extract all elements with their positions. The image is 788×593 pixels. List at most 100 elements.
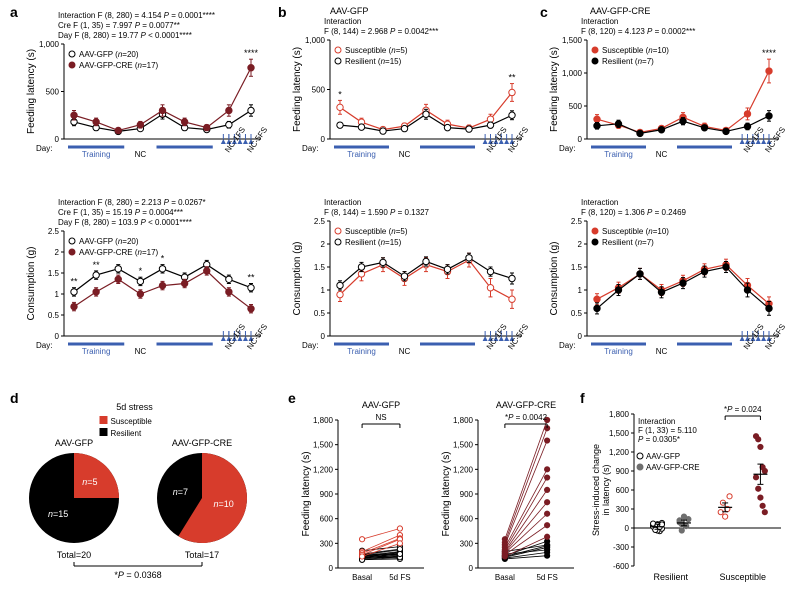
svg-text:*P = 0.0368: *P = 0.0368 <box>114 570 161 580</box>
svg-text:AAV-GFP-CRE (n=17): AAV-GFP-CRE (n=17) <box>79 61 159 70</box>
svg-text:-300: -300 <box>613 543 630 552</box>
svg-text:NC-5FS: NC-5FS <box>763 322 785 351</box>
svg-text:1,000: 1,000 <box>305 36 326 45</box>
svg-text:0.5: 0.5 <box>571 309 583 318</box>
svg-text:*: * <box>139 266 143 276</box>
svg-text:1,500: 1,500 <box>453 441 474 450</box>
svg-text:F (8, 144) = 1.590 P = 0.132: F (8, 144) = 1.590 P = 0.1327 <box>324 208 430 217</box>
svg-text:0: 0 <box>578 135 583 144</box>
svg-text:Susceptible: Susceptible <box>720 572 767 582</box>
panel-e: AAV-GFP03006009001,2001,5001,800Feeding … <box>298 398 578 588</box>
svg-text:2: 2 <box>578 240 583 249</box>
svg-text:AAV-GFP: AAV-GFP <box>362 400 400 410</box>
svg-text:1: 1 <box>578 286 583 295</box>
svg-text:Susceptible (n=5): Susceptible (n=5) <box>345 46 408 55</box>
panel-a-bottom-chart: Interaction F (8, 280) = 2.213 P = 0.026… <box>22 195 267 380</box>
svg-text:Training: Training <box>82 150 111 159</box>
svg-text:Feeding latency (s): Feeding latency (s) <box>26 49 37 134</box>
svg-text:Stress-induced change: Stress-induced change <box>591 444 601 536</box>
svg-text:1,200: 1,200 <box>609 448 630 457</box>
svg-text:1.5: 1.5 <box>314 263 326 272</box>
svg-text:Feeding latency (s): Feeding latency (s) <box>301 451 312 536</box>
svg-text:NC-5FS: NC-5FS <box>245 322 267 351</box>
svg-text:1: 1 <box>55 290 60 299</box>
svg-text:300: 300 <box>616 505 630 514</box>
svg-text:0: 0 <box>55 332 60 341</box>
svg-text:1,800: 1,800 <box>453 416 474 425</box>
svg-text:**: ** <box>508 73 516 83</box>
svg-text:Susceptible (n=10): Susceptible (n=10) <box>602 227 669 236</box>
svg-text:NC-5FS: NC-5FS <box>506 125 528 154</box>
svg-text:5d FS: 5d FS <box>389 573 410 582</box>
svg-text:NC: NC <box>399 150 411 159</box>
svg-text:**: ** <box>93 260 101 270</box>
svg-text:NC-1FS: NC-1FS <box>742 125 766 154</box>
svg-text:0: 0 <box>329 564 334 573</box>
svg-text:Interaction: Interaction <box>581 17 618 26</box>
panel-c-top-chart: InteractionF (8, 120) = 4.123 P = 0.0002… <box>545 14 785 183</box>
svg-text:Training: Training <box>347 347 376 356</box>
svg-text:0.5: 0.5 <box>314 309 326 318</box>
svg-text:Susceptible: Susceptible <box>111 417 153 426</box>
svg-text:Interaction: Interaction <box>324 17 361 26</box>
figure-root: { "layout": { "width": 788, "height": 59… <box>0 0 788 593</box>
svg-text:F (8, 120) = 4.123 P = 0.000: F (8, 120) = 4.123 P = 0.0002*** <box>581 27 695 36</box>
svg-text:NC: NC <box>656 150 668 159</box>
svg-text:NC-1FS: NC-1FS <box>485 322 509 351</box>
svg-text:Day:: Day: <box>36 144 52 153</box>
svg-text:0: 0 <box>469 564 474 573</box>
svg-text:Resilient (n=15): Resilient (n=15) <box>345 238 402 247</box>
svg-text:Training: Training <box>604 347 633 356</box>
svg-text:NC-1FS: NC-1FS <box>223 125 247 154</box>
svg-text:5d FS: 5d FS <box>536 573 557 582</box>
svg-text:1,200: 1,200 <box>453 465 474 474</box>
svg-text:1,000: 1,000 <box>39 40 60 49</box>
svg-text:2: 2 <box>321 240 326 249</box>
svg-text:Training: Training <box>82 347 111 356</box>
svg-text:0: 0 <box>321 332 326 341</box>
svg-text:F (8, 120) = 1.306 P = 0.246: F (8, 120) = 1.306 P = 0.2469 <box>581 208 687 217</box>
svg-text:Basal: Basal <box>495 573 515 582</box>
svg-text:Susceptible (n=10): Susceptible (n=10) <box>602 46 669 55</box>
svg-text:AAV-GFP-CRE (n=17): AAV-GFP-CRE (n=17) <box>79 248 159 257</box>
svg-text:P = 0.0305*: P = 0.0305* <box>638 435 680 444</box>
svg-text:Cre F (1, 35) = 7.997 P = 0: Cre F (1, 35) = 7.997 P = 0.0077** <box>58 21 180 30</box>
svg-text:F (8, 144) = 2.968 P = 0.004: F (8, 144) = 2.968 P = 0.0042*** <box>324 27 438 36</box>
svg-text:in latency (s): in latency (s) <box>601 464 611 515</box>
svg-text:1,500: 1,500 <box>562 36 583 45</box>
svg-text:0: 0 <box>55 135 60 144</box>
svg-text:*P = 0.0042: *P = 0.0042 <box>505 413 548 422</box>
svg-text:500: 500 <box>46 88 60 97</box>
svg-text:1,200: 1,200 <box>313 465 334 474</box>
svg-text:Resilient (n=7): Resilient (n=7) <box>602 57 654 66</box>
svg-text:5d stress: 5d stress <box>116 402 153 412</box>
svg-text:NC-5FS: NC-5FS <box>506 322 528 351</box>
svg-text:600: 600 <box>460 515 474 524</box>
svg-text:NC: NC <box>656 347 668 356</box>
svg-text:*: * <box>161 254 165 264</box>
svg-text:NC: NC <box>399 347 411 356</box>
svg-text:F (1, 33) = 5.110: F (1, 33) = 5.110 <box>638 426 697 435</box>
svg-text:Day:: Day: <box>302 341 318 350</box>
svg-text:1,800: 1,800 <box>609 410 630 419</box>
svg-text:600: 600 <box>320 515 334 524</box>
svg-text:1,500: 1,500 <box>609 429 630 438</box>
svg-text:**: ** <box>247 273 255 283</box>
panel-b-bottom-chart: InteractionF (8, 144) = 1.590 P = 0.1327… <box>288 195 528 380</box>
svg-text:Training: Training <box>604 150 633 159</box>
svg-text:-600: -600 <box>613 562 630 571</box>
svg-text:300: 300 <box>320 539 334 548</box>
svg-text:Consumption (g): Consumption (g) <box>549 242 560 316</box>
svg-text:1.5: 1.5 <box>571 263 583 272</box>
svg-text:Consumption (g): Consumption (g) <box>26 247 37 321</box>
svg-text:n=7: n=7 <box>173 487 188 497</box>
panel-label-e: e <box>288 390 296 406</box>
svg-text:Interaction F (8, 280) = 4.15: Interaction F (8, 280) = 4.154 P = 0.000… <box>58 11 215 20</box>
svg-text:n=5: n=5 <box>82 477 97 487</box>
svg-text:NC-5FS: NC-5FS <box>763 125 785 154</box>
svg-text:1.5: 1.5 <box>48 269 60 278</box>
svg-text:Feeding latency (s): Feeding latency (s) <box>292 47 303 132</box>
svg-text:Resilient: Resilient <box>653 572 688 582</box>
svg-text:0.5: 0.5 <box>48 311 60 320</box>
svg-text:NC-1FS: NC-1FS <box>223 322 247 351</box>
